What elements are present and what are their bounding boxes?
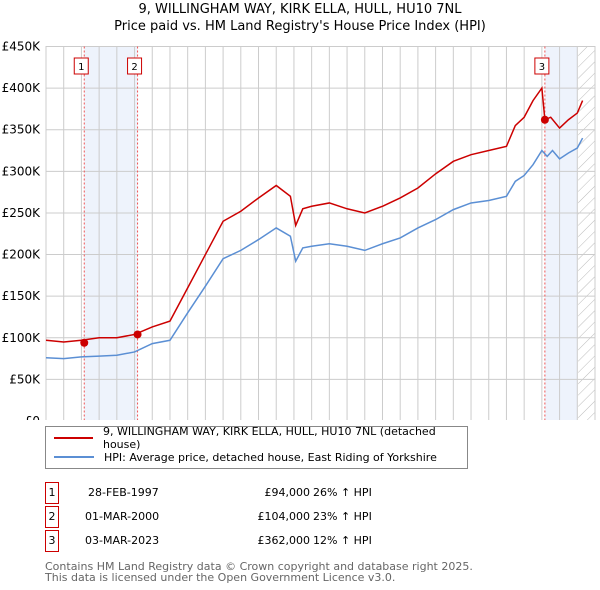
sale-price: £362,000 [257, 534, 311, 547]
sale-hpi: 26% ↑ HPI [313, 486, 372, 499]
sale-number: 2 [45, 506, 59, 528]
sale-number: 3 [45, 530, 59, 552]
sale-label: 2 [131, 62, 137, 73]
plot-area: 1995199619971998199920002001200220032004… [2, 40, 596, 420]
sale-price: £94,000 [264, 486, 311, 499]
sale-label: 1 [78, 62, 84, 73]
sale-label-box [534, 57, 550, 75]
footer-copyright: Contains HM Land Registry data © Crown c… [45, 560, 473, 573]
sale-label: 3 [539, 62, 545, 73]
forecast-hatch [578, 46, 595, 420]
sale-row: 2 01-MAR-2000 £104,000 23% ↑ HPI [45, 506, 445, 530]
sale-label-box [127, 57, 143, 75]
legend-label: HPI: Average price, detached house, East… [104, 450, 437, 464]
sale-hpi: 23% ↑ HPI [313, 510, 372, 523]
sale-point [80, 338, 89, 347]
series-line [45, 86, 584, 343]
legend: 9, WILLINGHAM WAY, KIRK ELLA, HULL, HU10… [45, 425, 468, 469]
y-tick-label: £450K [2, 40, 42, 54]
y-tick-label: £0 [25, 414, 40, 420]
series-line [45, 137, 584, 360]
y-tick-label: £150K [2, 289, 42, 303]
y-tick-label: £100K [2, 331, 42, 345]
legend-item-hpi: HPI: Average price, detached house, East… [54, 448, 437, 466]
footer-licence: This data is licensed under the Open Gov… [45, 571, 396, 584]
chart-subtitle: Price paid vs. HM Land Registry's House … [114, 19, 486, 34]
sale-row: 1 28-FEB-1997 £94,000 26% ↑ HPI [45, 482, 445, 506]
sale-number: 1 [45, 482, 59, 504]
plot-border [45, 46, 596, 420]
footer: Contains HM Land Registry data © Crown c… [45, 561, 473, 583]
sale-point [133, 330, 142, 339]
sale-date: 03-MAR-2023 [85, 534, 160, 547]
sale-price: £104,000 [257, 510, 311, 523]
sale-date: 28-FEB-1997 [88, 486, 159, 499]
sale-date: 01-MAR-2000 [85, 510, 160, 523]
legend-label: 9, WILLINGHAM WAY, KIRK ELLA, HULL, HU10… [102, 425, 436, 451]
sale-hpi: 12% ↑ HPI [313, 534, 372, 547]
y-tick-label: £350K [2, 123, 42, 137]
sale-label-box [73, 57, 89, 75]
chart-title: 9, WILLINGHAM WAY, KIRK ELLA, HULL, HU10… [138, 2, 462, 17]
shaded-region [84, 46, 138, 420]
y-tick-label: £50K [9, 372, 41, 386]
y-tick-label: £250K [2, 206, 42, 220]
legend-item-property: 9, WILLINGHAM WAY, KIRK ELLA, HULL, HU10… [54, 425, 467, 451]
y-tick-label: £400K [2, 81, 42, 95]
shaded-region [544, 46, 578, 420]
y-tick-label: £300K [2, 164, 42, 178]
y-tick-label: £200K [2, 248, 42, 262]
sale-point [540, 115, 549, 124]
sale-row: 3 03-MAR-2023 £362,000 12% ↑ HPI [45, 530, 445, 554]
